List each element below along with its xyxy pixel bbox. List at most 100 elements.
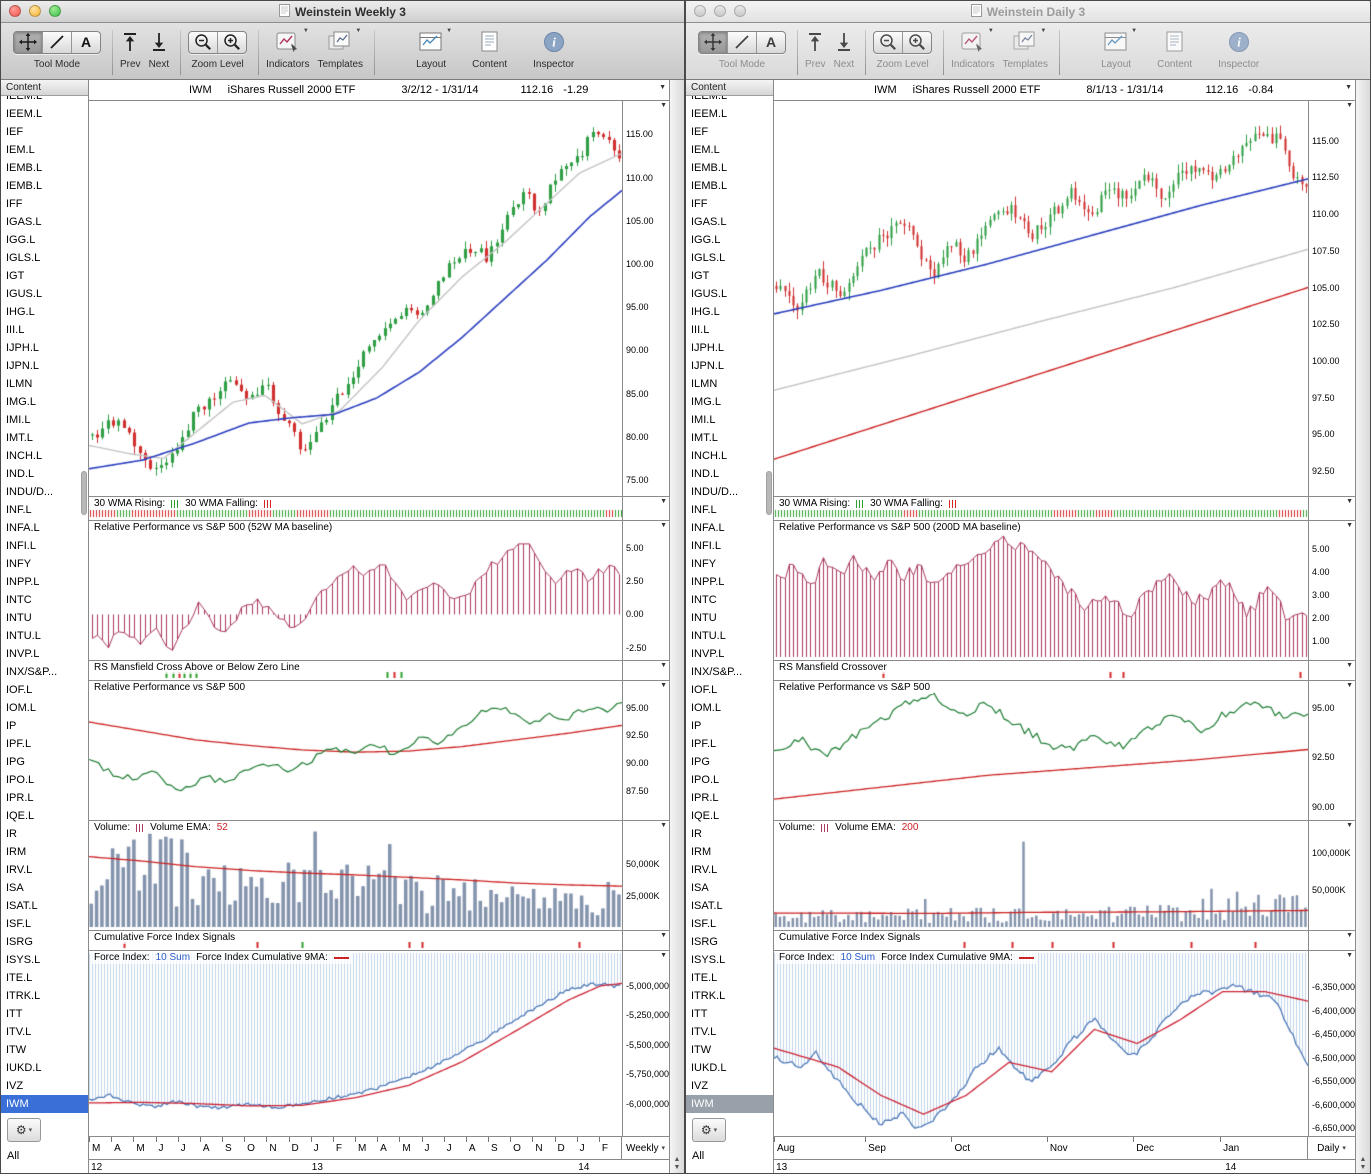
sidebar-item-ihg-l[interactable]: IHG.L — [691, 306, 720, 318]
sidebar-item-iwm[interactable]: IWM — [1, 1095, 88, 1113]
sidebar-item-itv-l[interactable]: ITV.L — [6, 1026, 32, 1038]
sidebar-item-ijpn-l[interactable]: IJPN.L — [691, 360, 725, 372]
sidebar-item-iukd-l[interactable]: IUKD.L — [691, 1062, 727, 1074]
panel-collapse-button[interactable]: ▼ — [660, 498, 667, 505]
templates-button[interactable]: ▼ — [1012, 28, 1046, 54]
sidebar-item-imi-l[interactable]: IMI.L — [691, 414, 716, 426]
panel-collapse-button[interactable]: ▼ — [660, 102, 667, 109]
prev-button[interactable] — [120, 30, 140, 54]
templates-button[interactable]: ▼ — [327, 28, 361, 54]
sidebar-item-isat-l[interactable]: ISAT.L — [6, 900, 38, 912]
sidebar-item-inch-l[interactable]: INCH.L — [691, 450, 728, 462]
sidebar-item-intc[interactable]: INTC — [6, 594, 32, 606]
sidebar-item-inch-l[interactable]: INCH.L — [6, 450, 43, 462]
zoom-button[interactable] — [734, 5, 746, 17]
sidebar-item-img-l[interactable]: IMG.L — [6, 396, 36, 408]
sidebar-item-igls-l[interactable]: IGLS.L — [691, 252, 726, 264]
panel-collapse-button[interactable]: ▼ — [660, 932, 667, 939]
sidebar-item-ihg-l[interactable]: IHG.L — [6, 306, 35, 318]
sidebar-item-ir[interactable]: IR — [691, 828, 702, 840]
sidebar-item-inpp-l[interactable]: INPP.L — [691, 576, 725, 588]
tool-mode-text-button[interactable]: A — [72, 32, 100, 53]
sidebar-item-imt-l[interactable]: IMT.L — [691, 432, 718, 444]
relative-performance-histogram-canvas[interactable] — [774, 521, 1308, 660]
tool-mode-pointer-button[interactable] — [699, 31, 728, 53]
sidebar-item-imt-l[interactable]: IMT.L — [6, 432, 33, 444]
sidebar-item-iqe-l[interactable]: IQE.L — [6, 810, 35, 822]
sidebar-item-iemb-l[interactable]: IEMB.L — [6, 180, 43, 192]
sidebar-item-intu[interactable]: INTU — [6, 612, 32, 624]
sidebar-item-isys-l[interactable]: ISYS.L — [6, 954, 41, 966]
sidebar-item-isf-l[interactable]: ISF.L — [6, 918, 32, 930]
sidebar-item-igt[interactable]: IGT — [691, 270, 710, 282]
sidebar-item-ipo-l[interactable]: IPO.L — [6, 774, 35, 786]
sidebar-item-itw[interactable]: ITW — [6, 1044, 27, 1056]
inspector-button[interactable]: i — [1227, 30, 1251, 54]
sidebar-item-igus-l[interactable]: IGUS.L — [6, 288, 43, 300]
zoom-in-button[interactable] — [218, 32, 246, 53]
sidebar-item-iukd-l[interactable]: IUKD.L — [6, 1062, 42, 1074]
sidebar-item-ite-l[interactable]: ITE.L — [691, 972, 718, 984]
sidebar-item-ijph-l[interactable]: IJPH.L — [6, 342, 40, 354]
scroll-up-arrow-icon[interactable]: ▲ — [673, 1156, 681, 1163]
sidebar-item-itw[interactable]: ITW — [691, 1044, 712, 1056]
chart-vertical-scrollbar[interactable]: ▲ ▼ — [669, 80, 684, 1173]
sidebar-item-intc[interactable]: INTC — [691, 594, 717, 606]
sidebar-item-itt[interactable]: ITT — [6, 1008, 23, 1020]
sidebar-item-iom-l[interactable]: IOM.L — [691, 702, 721, 714]
indicators-button[interactable]: ▼ — [275, 28, 309, 54]
sidebar-item-ipg[interactable]: IPG — [6, 756, 25, 768]
sidebar-item-irv-l[interactable]: IRV.L — [691, 864, 718, 876]
sidebar-item-ipf-l[interactable]: IPF.L — [6, 738, 32, 750]
sidebar-item-ind-l[interactable]: IND.L — [691, 468, 720, 480]
sidebar-item-ipo-l[interactable]: IPO.L — [691, 774, 720, 786]
zoom-out-button[interactable] — [874, 31, 904, 53]
sidebar-item-isat-l[interactable]: ISAT.L — [691, 900, 723, 912]
content-options-button[interactable]: ⚙ ▾ — [692, 1118, 726, 1142]
layout-button[interactable]: ▼ — [418, 28, 452, 54]
sidebar-item-itt[interactable]: ITT — [691, 1008, 708, 1020]
sidebar-item-iem-l[interactable]: IEM.L — [6, 144, 35, 156]
sidebar-item-ijpn-l[interactable]: IJPN.L — [6, 360, 40, 372]
sidebar-item-ilmn[interactable]: ILMN — [691, 378, 718, 390]
sidebar-item-igg-l[interactable]: IGG.L — [691, 234, 721, 246]
layout-button[interactable]: ▼ — [1103, 28, 1137, 54]
scroll-down-arrow-icon[interactable]: ▼ — [673, 1164, 681, 1171]
panel-collapse-button[interactable]: ▼ — [1345, 84, 1352, 91]
rs-mansfield-signals-canvas[interactable] — [774, 661, 1308, 680]
tool-mode-line-button[interactable] — [43, 31, 72, 53]
sidebar-item-ir[interactable]: IR — [6, 828, 17, 840]
sidebar-item-infi-l[interactable]: INFI.L — [6, 540, 36, 552]
sidebar-item-invp-l[interactable]: INVP.L — [691, 648, 725, 660]
zoom-in-button[interactable] — [903, 32, 931, 53]
price-canvas[interactable] — [774, 101, 1308, 496]
close-button[interactable] — [9, 5, 21, 17]
sidebar-item-ipr-l[interactable]: IPR.L — [691, 792, 719, 804]
sidebar-item-igas-l[interactable]: IGAS.L — [6, 216, 42, 228]
sidebar-item-isrg[interactable]: ISRG — [691, 936, 718, 948]
sidebar-item-isf-l[interactable]: ISF.L — [691, 918, 717, 930]
force-index-canvas[interactable] — [774, 951, 1308, 1136]
panel-collapse-button[interactable]: ▼ — [1346, 662, 1353, 669]
sidebar-item-iem-l[interactable]: IEM.L — [691, 144, 720, 156]
sidebar-item-ijph-l[interactable]: IJPH.L — [691, 342, 725, 354]
sidebar-item-ip[interactable]: IP — [6, 720, 17, 732]
sidebar-item-ieem-l[interactable]: IEEM.L — [691, 96, 728, 102]
timeframe-selector[interactable]: Daily ▾ — [1308, 1137, 1355, 1159]
sidebar-item-iff[interactable]: IFF — [691, 198, 708, 210]
panel-collapse-button[interactable]: ▼ — [660, 822, 667, 829]
sidebar-item-igus-l[interactable]: IGUS.L — [691, 288, 728, 300]
sidebar-item-iqe-l[interactable]: IQE.L — [691, 810, 720, 822]
sidebar-item-irm[interactable]: IRM — [6, 846, 27, 858]
sidebar-item-inpp-l[interactable]: INPP.L — [6, 576, 40, 588]
relative-performance-line-canvas[interactable] — [774, 681, 1308, 820]
sidebar-item-itrk-l[interactable]: ITRK.L — [6, 990, 41, 1002]
sidebar-item-invp-l[interactable]: INVP.L — [6, 648, 40, 660]
prev-button[interactable] — [805, 30, 825, 54]
panel-collapse-button[interactable]: ▼ — [659, 84, 666, 91]
sidebar-item-isys-l[interactable]: ISYS.L — [691, 954, 726, 966]
zoom-out-button[interactable] — [189, 31, 219, 53]
relative-performance-histogram-canvas[interactable] — [89, 521, 622, 660]
sidebar-item-img-l[interactable]: IMG.L — [691, 396, 721, 408]
sidebar-item-iof-l[interactable]: IOF.L — [6, 684, 33, 696]
